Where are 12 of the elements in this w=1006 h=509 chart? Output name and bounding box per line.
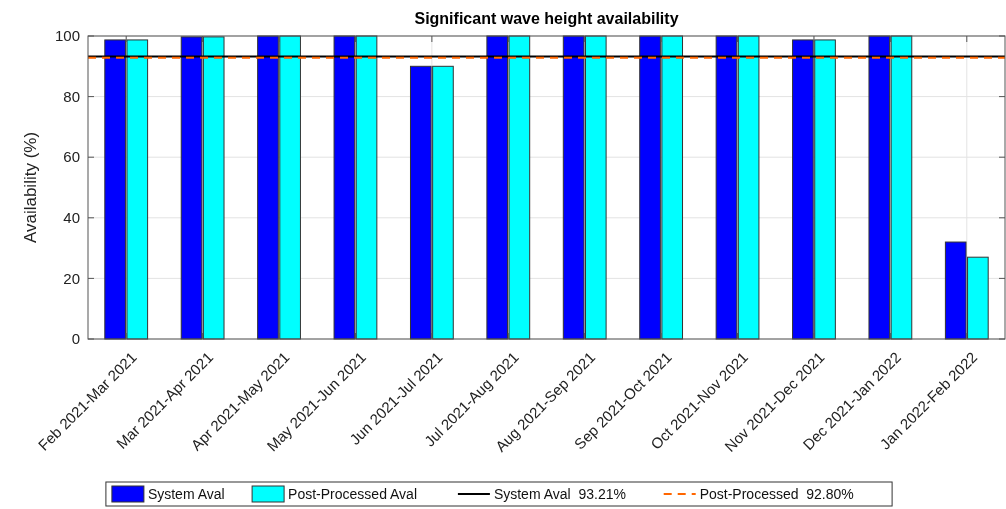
y-tick-label: 60	[63, 148, 80, 166]
legend-label: Post-Processed Aval	[288, 485, 418, 502]
y-axis-title: Availability (%)	[21, 131, 40, 244]
chart-title: Significant wave height availability	[414, 10, 679, 27]
y-tick-label: 80	[63, 87, 80, 105]
y-tick-label: 20	[63, 269, 80, 287]
y-tick-label: 100	[54, 27, 80, 45]
y-tick-label: 40	[63, 209, 80, 227]
y-tick-label: 0	[71, 330, 80, 348]
legend-label: Post-Processed 92.80%	[699, 485, 854, 502]
legend-label: System Aval	[147, 485, 225, 502]
legend-label: System Aval 93.21%	[493, 485, 626, 502]
